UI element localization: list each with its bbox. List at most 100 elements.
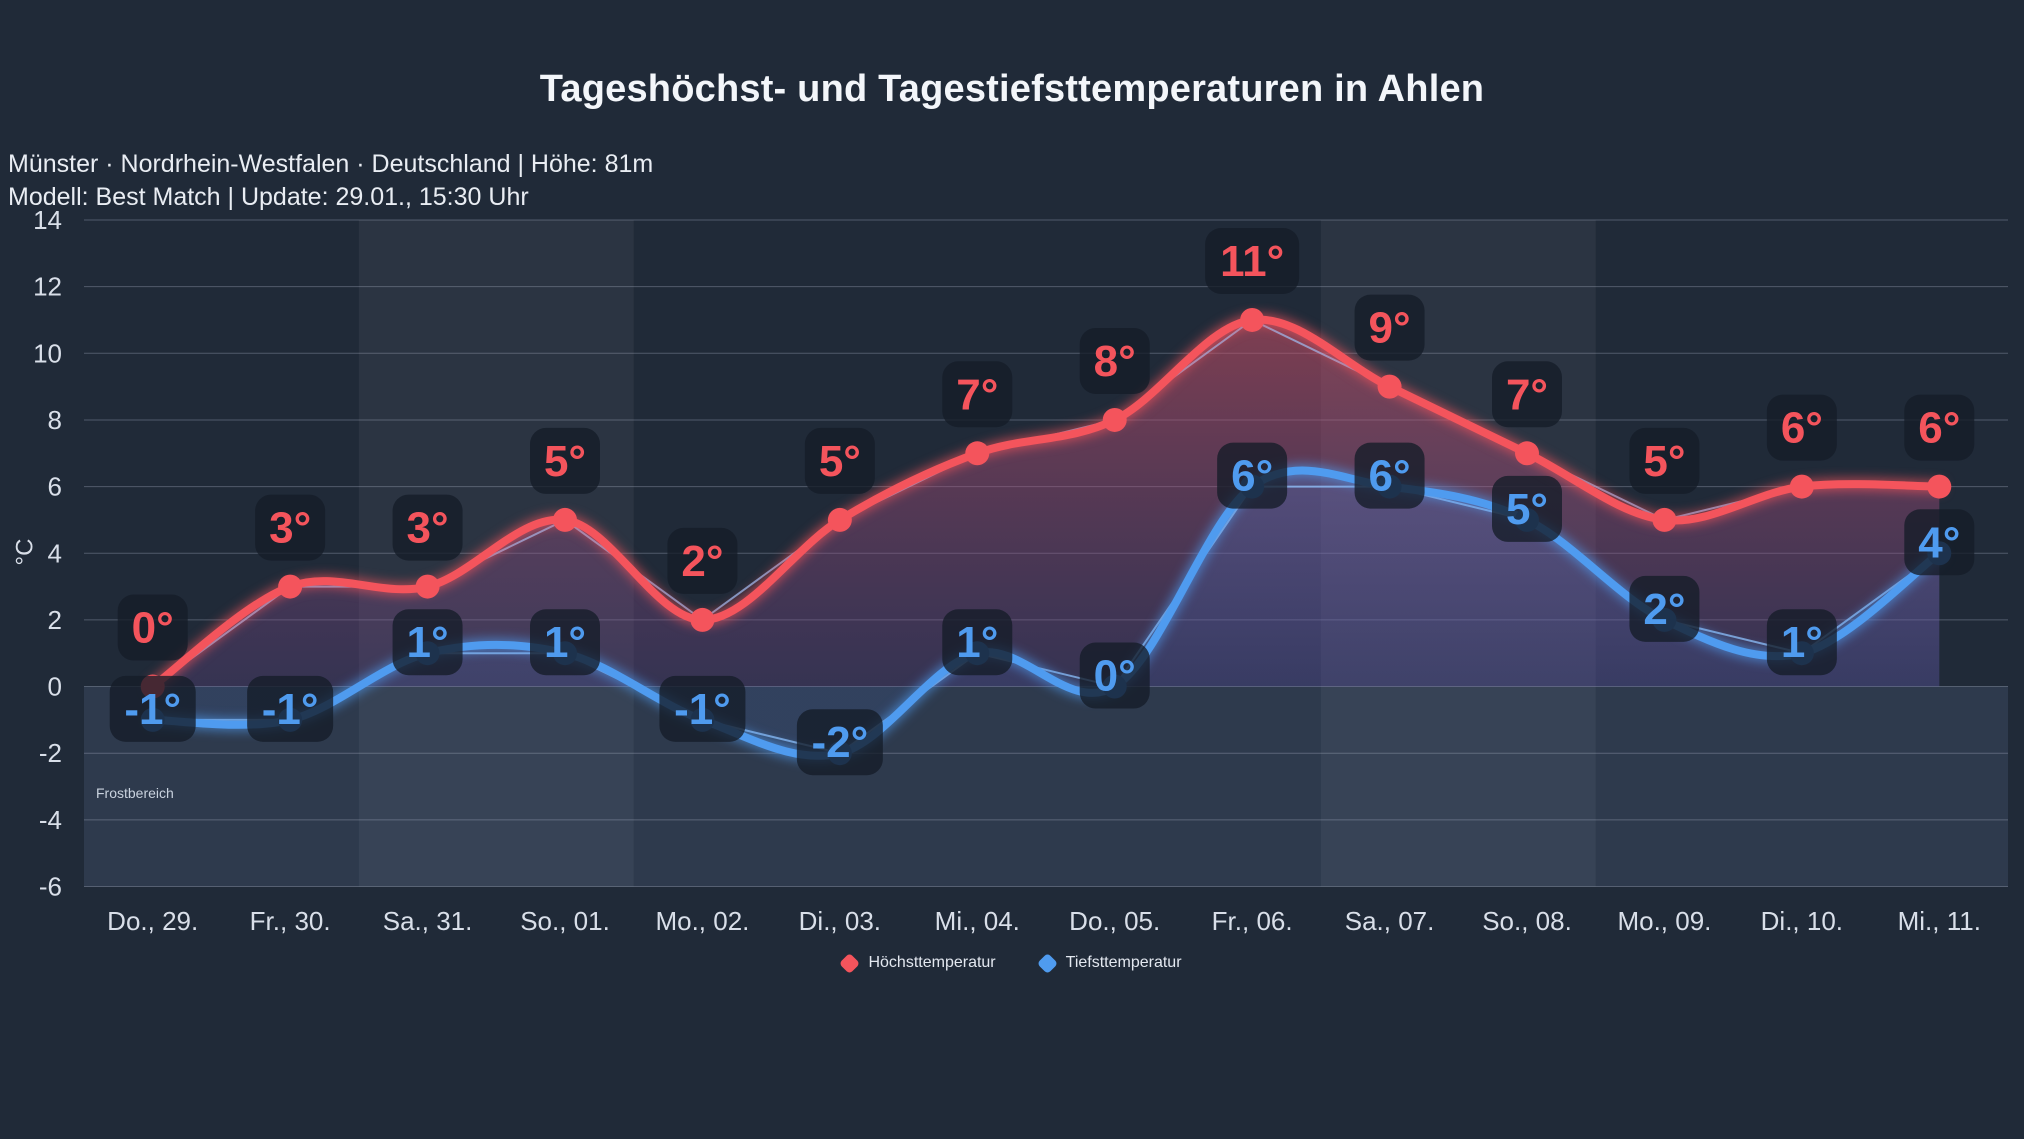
- low-value-chip: [109, 675, 196, 742]
- low-value-label: 4°: [1918, 518, 1960, 567]
- high-temperature-point[interactable]: [827, 507, 852, 532]
- model-update-subtitle: Modell: Best Match | Update: 29.01., 15:…: [8, 183, 529, 211]
- temperature-chart: Frostbereich 14 12 10 8 6 4 2 0 -2 -4 -6 0° 3° 3° 5° 2° 5…: [33, 205, 2008, 936]
- high-value-label: 3°: [269, 504, 311, 553]
- high-temperature-point[interactable]: [1377, 374, 1402, 399]
- high-value-chip: [1904, 394, 1975, 461]
- x-tick-label: Sa., 07.: [1345, 906, 1435, 936]
- y-tick-label: 12: [33, 272, 62, 302]
- low-value-chip: [1354, 442, 1425, 509]
- low-value-label: 0°: [1094, 652, 1136, 701]
- x-tick-label: Mi., 04.: [935, 906, 1020, 936]
- y-tick-label: 14: [33, 205, 62, 235]
- low-value-label: -2°: [811, 718, 868, 767]
- legend-label-hoechsttemperatur: Höchsttemperatur: [868, 954, 996, 971]
- high-value-chip: [530, 427, 600, 494]
- low-value-label: 1°: [1781, 618, 1823, 667]
- location-subtitle: Münster · Nordrhein-Westfalen · Deutschl…: [8, 150, 654, 178]
- high-value-chip: [1205, 227, 1300, 294]
- x-tick-label: So., 08.: [1482, 906, 1572, 936]
- high-temperature-point[interactable]: [690, 607, 715, 632]
- page-title: Tageshöchst- und Tagestiefsttemperaturen…: [539, 68, 1485, 110]
- low-value-label: -1°: [674, 685, 731, 734]
- x-tick-label: Mo., 02.: [655, 906, 749, 936]
- low-value-label: 1°: [956, 618, 998, 667]
- x-tick-label: Fr., 06.: [1212, 906, 1293, 936]
- high-temperature-point[interactable]: [965, 441, 990, 466]
- x-tick-label: Mo., 09.: [1617, 906, 1711, 936]
- y-tick-label: 0: [48, 672, 62, 702]
- chart-legend: Höchsttemperatur Tiefsttemperatur: [0, 946, 2024, 980]
- high-value-chip: [1354, 294, 1425, 361]
- low-value-chip: [659, 675, 746, 742]
- low-value-chip: [1492, 475, 1562, 542]
- high-value-label: 6°: [1781, 404, 1823, 453]
- x-tick-label: Di., 10.: [1761, 906, 1843, 936]
- high-temperature-point[interactable]: [1240, 307, 1265, 332]
- high-value-chip: [392, 494, 463, 561]
- high-value-chip: [1079, 327, 1150, 394]
- x-tick-label: Fr., 30.: [250, 906, 331, 936]
- x-tick-label: So., 01.: [520, 906, 610, 936]
- y-tick-label: -2: [39, 738, 62, 768]
- x-tick-label: Mi., 11.: [1898, 906, 1981, 936]
- high-temperature-point[interactable]: [1927, 474, 1952, 499]
- low-value-label: 5°: [1506, 485, 1548, 534]
- high-value-label: 5°: [544, 437, 586, 486]
- high-value-chip: [117, 594, 188, 661]
- x-tick-label: Do., 05.: [1069, 906, 1160, 936]
- high-temperature-point[interactable]: [553, 507, 577, 532]
- y-tick-label: -6: [39, 872, 62, 902]
- legend-item-hoechsttemperatur[interactable]: Höchsttemperatur: [839, 952, 996, 974]
- low-value-label: 1°: [544, 618, 586, 667]
- low-value-chip: [1217, 442, 1288, 509]
- high-value-label: 3°: [407, 504, 449, 553]
- low-value-chip: [1904, 509, 1975, 576]
- high-value-label: 9°: [1369, 304, 1411, 353]
- low-value-label: -1°: [124, 685, 181, 734]
- high-value-label: 5°: [819, 437, 861, 486]
- x-tick-label: Sa., 31.: [383, 906, 473, 936]
- high-value-chip: [804, 427, 875, 494]
- high-value-label: 11°: [1220, 237, 1284, 286]
- low-value-chip: [1766, 609, 1837, 676]
- high-value-label: 2°: [681, 537, 723, 586]
- y-tick-label: 8: [48, 405, 62, 435]
- legend-label-tiefsttemperatur: Tiefsttemperatur: [1065, 954, 1182, 971]
- low-value-label: 6°: [1369, 452, 1411, 501]
- high-value-chip: [942, 361, 1013, 428]
- low-value-label: 2°: [1643, 585, 1685, 634]
- high-value-label: 5°: [1643, 437, 1685, 486]
- low-value-chip: [796, 709, 883, 776]
- low-value-chip: [942, 609, 1013, 676]
- high-value-label: 7°: [1506, 370, 1548, 419]
- low-value-label: 6°: [1231, 452, 1273, 501]
- x-tick-label: Do., 29.: [107, 906, 198, 936]
- high-temperature-point[interactable]: [1102, 407, 1127, 432]
- high-value-label: 6°: [1918, 404, 1960, 453]
- y-tick-label: -4: [39, 805, 62, 835]
- high-temperature-point[interactable]: [415, 574, 440, 599]
- low-temperature-area: [152, 470, 1940, 756]
- frost-band: [84, 686, 2008, 887]
- high-value-chip: [667, 527, 738, 594]
- low-value-chip: [247, 675, 334, 742]
- high-value-label: 7°: [956, 370, 998, 419]
- high-value-chip: [255, 494, 326, 561]
- high-temperature-point[interactable]: [1515, 441, 1539, 466]
- tiefsttemperatur-marker-icon: [1036, 952, 1058, 974]
- low-value-chip: [392, 609, 463, 676]
- high-value-chip: [1629, 427, 1700, 494]
- high-value-label: 8°: [1094, 337, 1136, 386]
- y-tick-label: 4: [48, 538, 62, 568]
- high-temperature-point[interactable]: [278, 574, 303, 599]
- low-value-label: -1°: [262, 685, 319, 734]
- high-value-chip: [1492, 361, 1562, 428]
- high-value-chip: [1766, 394, 1837, 461]
- high-temperature-point[interactable]: [1789, 474, 1814, 499]
- high-temperature-point[interactable]: [1652, 507, 1677, 532]
- legend-item-tiefsttemperatur[interactable]: Tiefsttemperatur: [1036, 952, 1182, 974]
- low-value-chip: [530, 609, 600, 676]
- y-tick-label: 10: [33, 338, 62, 368]
